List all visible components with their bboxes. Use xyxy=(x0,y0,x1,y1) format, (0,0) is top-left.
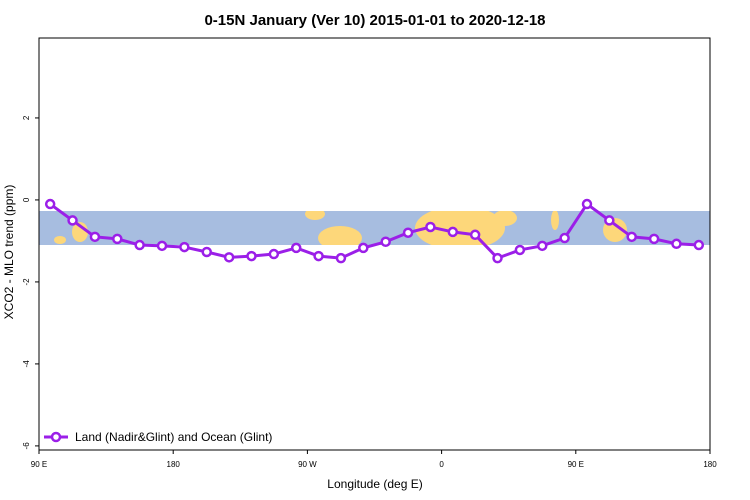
data-point xyxy=(537,240,548,252)
data-point xyxy=(67,215,78,226)
data-point xyxy=(514,244,526,256)
data-point xyxy=(290,242,302,254)
data-point xyxy=(179,241,190,253)
data-point xyxy=(604,215,615,226)
y-axis-label: XCO2 - MLO trend (ppm) xyxy=(2,185,16,320)
data-point xyxy=(469,229,481,241)
x-tick-label: 0 xyxy=(439,460,444,469)
chart-title: 0-15N January (Ver 10) 2015-01-01 to 202… xyxy=(204,12,545,29)
y-tick-label: -2 xyxy=(22,278,31,286)
x-tick-label: 180 xyxy=(167,460,181,469)
data-point xyxy=(223,252,235,263)
plot-frame xyxy=(38,37,711,451)
x-tick-label: 90 W xyxy=(298,460,317,469)
data-point xyxy=(402,227,414,238)
data-point xyxy=(246,250,257,262)
data-point xyxy=(648,233,660,245)
data-point xyxy=(201,246,212,258)
data-point xyxy=(268,248,280,260)
data-point xyxy=(447,226,459,238)
data-point xyxy=(693,239,705,251)
data-point xyxy=(89,231,101,243)
data-point xyxy=(335,252,347,264)
data-point xyxy=(581,198,593,210)
data-point xyxy=(380,236,391,247)
x-tick-label: 90 E xyxy=(31,460,47,469)
data-point xyxy=(134,239,145,251)
y-tick-label: -4 xyxy=(22,360,31,368)
data-point xyxy=(492,252,503,264)
data-point xyxy=(156,240,168,252)
x-tick-label: 180 xyxy=(703,460,717,469)
data-point xyxy=(626,231,637,243)
y-tick-label: -6 xyxy=(22,442,31,450)
data-point xyxy=(313,250,324,262)
data-point xyxy=(44,198,56,210)
data-point xyxy=(425,221,436,233)
map-strip xyxy=(39,211,710,245)
y-tick-label: 2 xyxy=(22,115,31,120)
x-axis-label: Longitude (deg E) xyxy=(327,477,422,491)
data-point xyxy=(358,242,369,254)
legend-marker xyxy=(50,431,62,443)
data-point xyxy=(112,233,123,245)
data-point xyxy=(671,238,682,250)
data-point xyxy=(559,232,570,244)
y-tick-label: 0 xyxy=(22,197,31,202)
legend-label: Land (Nadir&Glint) and Ocean (Glint) xyxy=(75,430,272,444)
x-tick-label: 90 E xyxy=(568,460,584,469)
